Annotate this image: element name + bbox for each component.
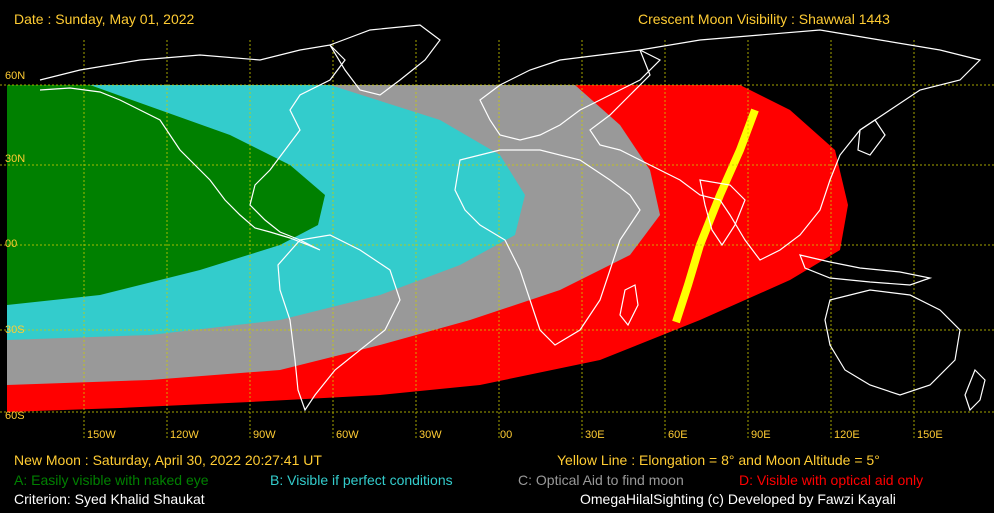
coastlines: [39, 24, 986, 412]
legend-c: C: Optical Aid to find moon: [518, 472, 684, 488]
lon-label: 60W: [336, 429, 359, 441]
lon-label: 150E: [917, 429, 943, 441]
greenland-outline: [329, 24, 441, 96]
lat-label: 60S: [5, 410, 25, 422]
asia-outline: [589, 29, 982, 261]
new-zealand-outline: [964, 368, 986, 412]
lon-label: 90W: [253, 429, 276, 441]
lon-label: 30W: [419, 429, 442, 441]
north-america-outline: [39, 44, 346, 251]
africa-outline: [454, 149, 641, 346]
legend-a: A: Easily visible with naked eye: [14, 472, 209, 488]
south-america-outline: [277, 234, 401, 412]
europe-outline: [479, 49, 662, 141]
lon-label: 00: [500, 429, 513, 441]
criterion-label: Criterion: Syed Khalid Shaukat: [14, 491, 205, 507]
lon-label: 120E: [834, 429, 860, 441]
yellow-line: [672, 108, 759, 324]
grid-lines: [0, 40, 994, 440]
zone-a-region: [7, 85, 325, 305]
legend-d: D: Visible with optical aid only: [739, 472, 924, 488]
lon-label: 90E: [751, 429, 771, 441]
lat-label: 30S: [5, 324, 25, 336]
lon-label: 120W: [170, 429, 199, 441]
australia-outline: [824, 289, 961, 396]
indonesia-outline: [799, 254, 933, 286]
lat-label: 30N: [5, 153, 26, 165]
lon-label: 150W: [87, 429, 116, 441]
map-title: Crescent Moon Visibility : Shawwal 1443: [638, 11, 890, 27]
lat-label: 00: [5, 238, 18, 250]
credit-label: OmegaHilalSighting (c) Developed by Fawz…: [580, 491, 896, 507]
japan-outline: [857, 119, 886, 156]
yellow-line-label: Yellow Line : Elongation = 8° and Moon A…: [557, 452, 880, 468]
lon-label: 60E: [668, 429, 688, 441]
lon-label: 30E: [585, 429, 605, 441]
madagascar-outline: [619, 284, 639, 327]
legend-b: B: Visible if perfect conditions: [270, 472, 453, 488]
new-moon-label: New Moon : Saturday, April 30, 2022 20:2…: [14, 452, 322, 468]
lat-label: 60N: [5, 70, 26, 82]
india-outline: [699, 179, 746, 247]
date-label: Date : Sunday, May 01, 2022: [14, 11, 195, 27]
